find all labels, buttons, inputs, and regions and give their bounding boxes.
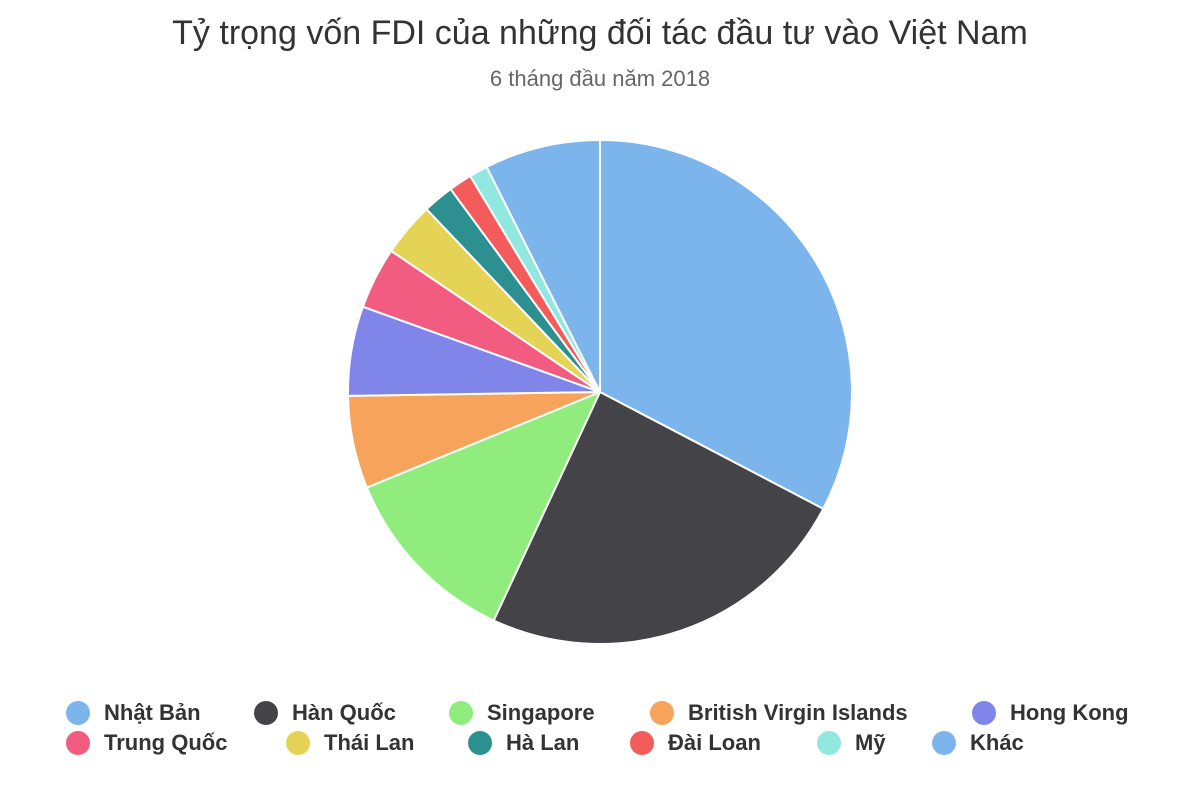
legend-item[interactable]: Khác	[932, 728, 1024, 758]
legend-swatch	[286, 731, 310, 755]
chart-title: Tỷ trọng vốn FDI của những đối tác đầu t…	[172, 14, 1028, 52]
legend-item[interactable]: Mỹ	[817, 728, 886, 758]
legend-swatch	[932, 731, 956, 755]
legend-label: Hà Lan	[506, 730, 580, 755]
pie-slice-0[interactable]	[599, 139, 853, 510]
legend-label: Trung Quốc	[104, 730, 228, 755]
legend-swatch	[449, 701, 473, 725]
legend-item[interactable]: Đài Loan	[630, 728, 761, 758]
legend-label: Hong Kong	[1010, 700, 1129, 725]
legend-swatch	[468, 731, 492, 755]
legend-label: Singapore	[487, 700, 595, 725]
legend-swatch	[650, 701, 674, 725]
legend-label: Đài Loan	[668, 730, 761, 755]
legend-swatch	[66, 701, 90, 725]
legend-swatch	[254, 701, 278, 725]
pie-slice-2[interactable]	[365, 391, 601, 622]
legend-label: Khác	[970, 730, 1024, 755]
legend-label: Hàn Quốc	[292, 700, 396, 725]
pie-slice-1[interactable]	[492, 391, 825, 645]
legend-swatch	[66, 731, 90, 755]
legend-swatch	[817, 731, 841, 755]
legend-label: Thái Lan	[324, 730, 415, 755]
legend-item[interactable]: British Virgin Islands	[650, 698, 908, 728]
legend-item[interactable]: Singapore	[449, 698, 595, 728]
chart-subtitle: 6 tháng đầu năm 2018	[489, 66, 711, 91]
legend-swatch	[972, 701, 996, 725]
legend-label: Nhật Bản	[104, 700, 201, 725]
legend-item[interactable]: Nhật Bản	[66, 698, 201, 728]
legend-item[interactable]: Hong Kong	[972, 698, 1129, 728]
pie-slice-10[interactable]	[485, 139, 601, 393]
legend-swatch	[630, 731, 654, 755]
legend-item[interactable]: Trung Quốc	[66, 728, 227, 758]
legend-item[interactable]: Thái Lan	[286, 728, 414, 758]
legend-item[interactable]: Hà Lan	[468, 728, 579, 758]
legend-label: Mỹ	[855, 730, 886, 755]
legend-label: British Virgin Islands	[688, 700, 908, 725]
legend-item[interactable]: Hàn Quốc	[254, 698, 396, 728]
